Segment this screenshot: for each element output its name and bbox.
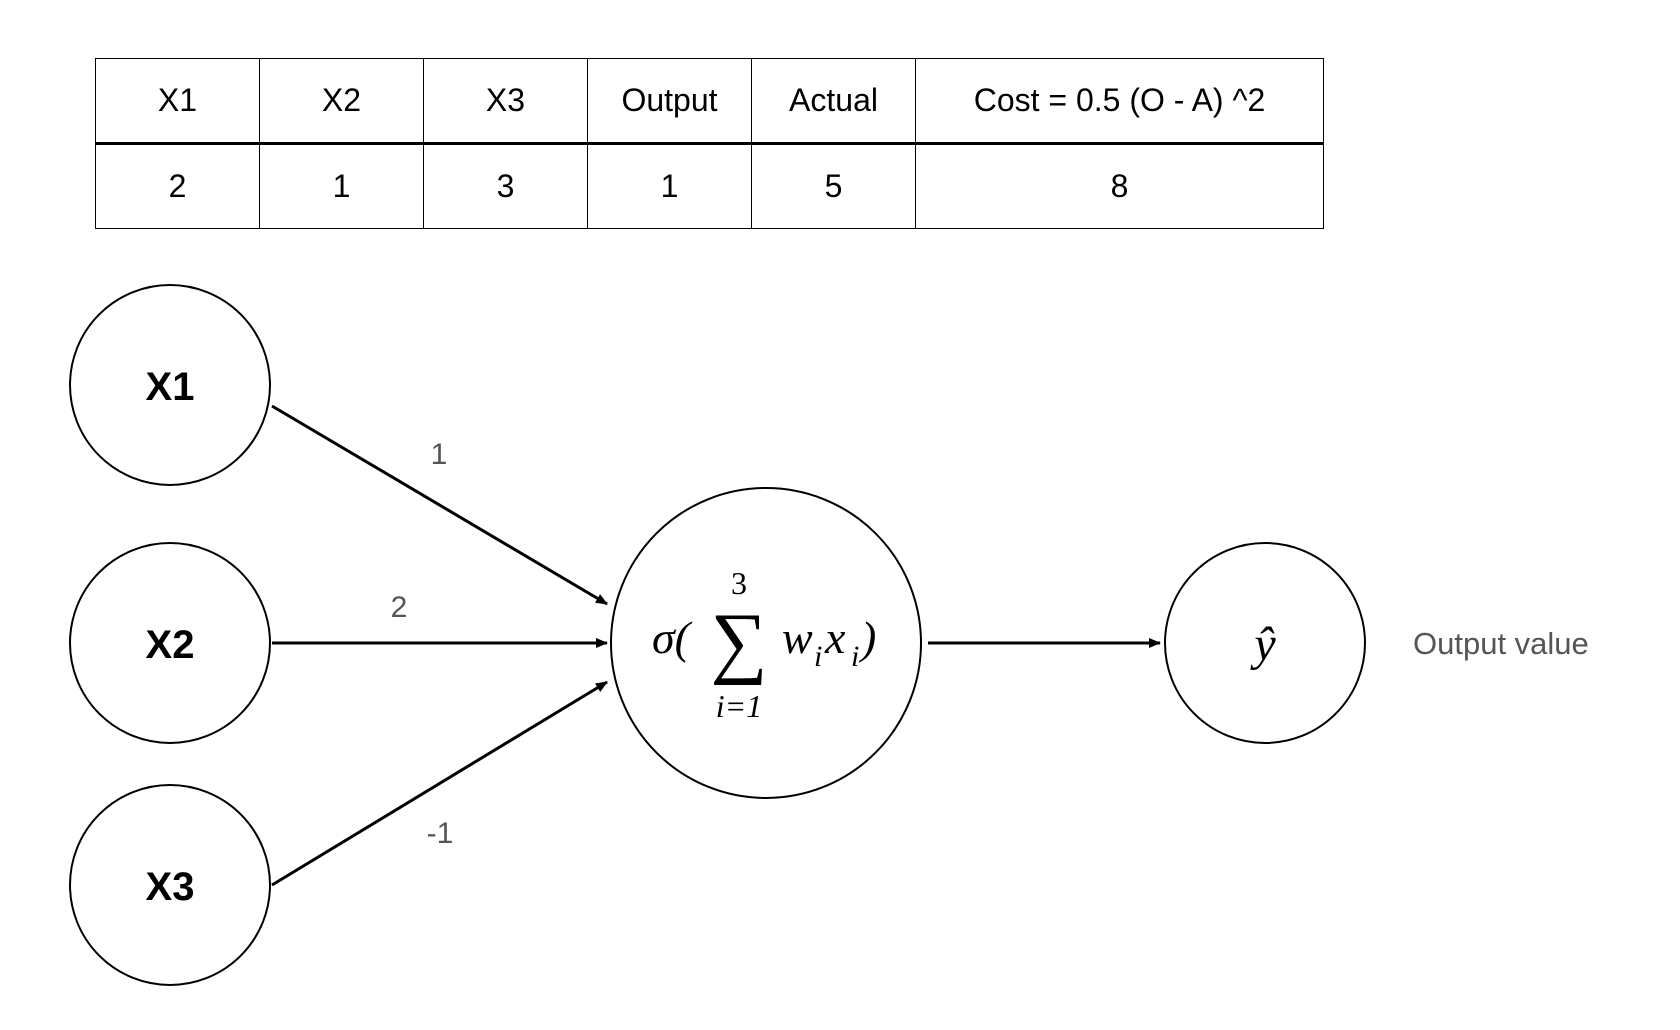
table-row: 2 1 3 1 5 8 bbox=[95, 143, 1324, 229]
input-label: X2 bbox=[146, 623, 195, 667]
output-symbol: ŷ bbox=[1249, 618, 1276, 671]
table-cell: 2 bbox=[95, 143, 260, 229]
sigma-symbol: σ( bbox=[652, 612, 693, 663]
table-header-cell: X2 bbox=[259, 58, 424, 145]
table-header-row: X1 X2 X3 Output Actual Cost = 0.5 (O - A… bbox=[95, 58, 1324, 145]
sum-lower-limit: i=1 bbox=[716, 688, 762, 724]
edge-x3-to-neuron bbox=[271, 680, 608, 887]
output-node: ŷ bbox=[1164, 542, 1366, 744]
activation-formula: σ( 3 ∑ i=1 w i x i ) bbox=[652, 565, 876, 724]
input-label: X3 bbox=[146, 865, 195, 909]
weight-subscript: i bbox=[814, 640, 822, 673]
table-header-cell: Cost = 0.5 (O - A) ^2 bbox=[915, 58, 1324, 145]
input-label: X1 bbox=[146, 365, 195, 409]
sum-upper-limit: 3 bbox=[731, 565, 747, 601]
weight-label-x3: -1 bbox=[427, 817, 454, 850]
edge-x1-to-neuron bbox=[271, 404, 608, 606]
table-cell: 1 bbox=[587, 143, 752, 229]
input-node-x2: X2 bbox=[69, 542, 271, 744]
sum-symbol: ∑ bbox=[710, 598, 767, 686]
table-cell: 3 bbox=[423, 143, 588, 229]
data-table: X1 X2 X3 Output Actual Cost = 0.5 (O - A… bbox=[95, 58, 1324, 229]
table-header-cell: Actual bbox=[751, 58, 916, 145]
input-symbol: x bbox=[824, 612, 846, 663]
table-header-cell: Output bbox=[587, 58, 752, 145]
output-caption: Output value bbox=[1413, 626, 1589, 661]
table-header-cell: X3 bbox=[423, 58, 588, 145]
weight-label-x1: 1 bbox=[431, 438, 448, 471]
table-cell: 5 bbox=[751, 143, 916, 229]
input-node-x1: X1 bbox=[69, 284, 271, 486]
table-header-cell: X1 bbox=[95, 58, 260, 145]
close-paren: ) bbox=[858, 612, 876, 663]
table-cell: 8 bbox=[915, 143, 1324, 229]
weight-label-x2: 2 bbox=[391, 591, 408, 624]
weight-symbol: w bbox=[782, 612, 813, 663]
neuron-node: σ( 3 ∑ i=1 w i x i ) bbox=[610, 487, 922, 799]
input-subscript: i bbox=[851, 640, 859, 673]
input-node-x3: X3 bbox=[69, 784, 271, 986]
